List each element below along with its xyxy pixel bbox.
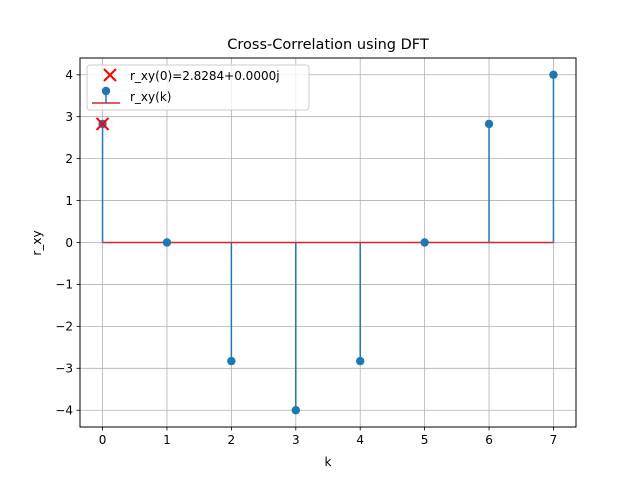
annotation-x-marker [95, 117, 110, 131]
x-tick-label: 2 [228, 433, 236, 447]
x-tick-label: 0 [99, 433, 107, 447]
stem-marker [291, 406, 300, 415]
legend-annotation-marker [103, 68, 117, 82]
x-tick-label: 6 [485, 433, 493, 447]
stem-marker [549, 70, 558, 79]
y-tick-label: 4 [65, 68, 73, 82]
legend-box [86, 64, 310, 111]
annotation-x-stroke [95, 117, 110, 131]
y-axis-label: r_xy [30, 230, 44, 255]
legend-entry-annotation: r_xy(0)=2.8284+0.0000j [130, 69, 280, 83]
stems [95, 70, 558, 415]
legend-stem-marker [101, 86, 111, 96]
stem-marker [227, 356, 236, 366]
legend: r_xy(0)=2.8284+0.0000j r_xy(k) [86, 64, 310, 111]
y-tick-label: −1 [55, 278, 73, 292]
y-tick-label: −4 [55, 404, 73, 418]
chart-title: Cross-Correlation using DFT [227, 37, 429, 53]
y-tick-label: 2 [65, 152, 73, 166]
x-tick-label: 7 [550, 433, 558, 447]
axis-ticks: 0 1 2 3 4 5 6 7 −4 −3 −2 −1 0 1 2 3 4 [55, 68, 557, 447]
x-tick-label: 4 [356, 433, 364, 447]
y-tick-label: −2 [55, 320, 73, 334]
y-tick-label: −3 [55, 362, 73, 376]
stem-marker [484, 119, 494, 129]
x-tick-label: 1 [163, 433, 171, 447]
y-tick-label: 0 [65, 236, 73, 250]
y-tick-label: 3 [65, 110, 73, 124]
y-tick-label: 1 [65, 194, 73, 208]
stem-marker [162, 238, 172, 247]
x-axis-label: k [325, 455, 332, 469]
stem-marker [356, 356, 365, 366]
legend-entry-series: r_xy(k) [130, 90, 171, 104]
stem-marker [420, 238, 429, 247]
plot-frame [79, 57, 577, 428]
x-tick-label: 5 [421, 433, 429, 447]
x-tick-label: 3 [292, 433, 300, 447]
